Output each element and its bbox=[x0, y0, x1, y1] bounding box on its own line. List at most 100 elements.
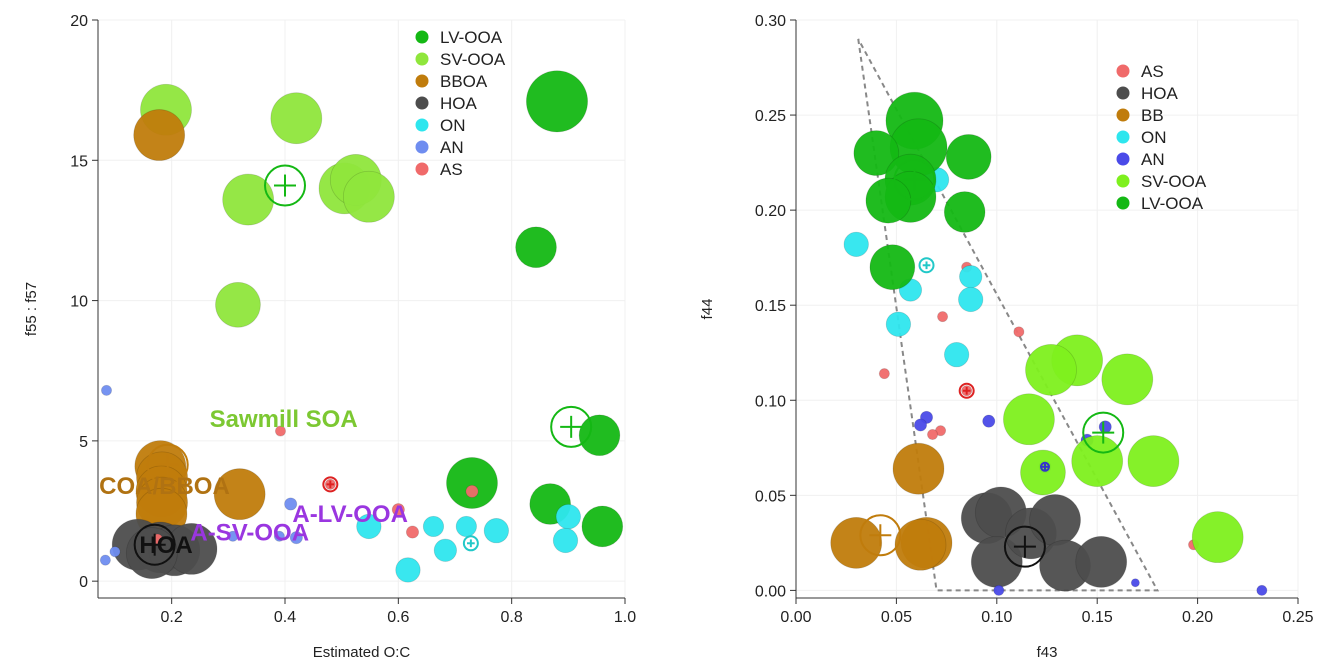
data-point-as bbox=[927, 428, 939, 440]
legend-label: AS bbox=[1141, 62, 1164, 81]
data-point-as bbox=[937, 311, 949, 323]
data-point-lv-ooa bbox=[515, 226, 557, 269]
data-point-hoa bbox=[1029, 494, 1081, 546]
data-point-lv-ooa bbox=[581, 505, 624, 548]
centroid-ring bbox=[322, 476, 339, 493]
x-tick-label: 0.00 bbox=[780, 609, 811, 626]
chart-panel-left: 0.2 0.4 0.6 0.8 1.0 0 5 10 15 20 Estimated O:C f55 … bbox=[23, 13, 636, 661]
legend-marker bbox=[415, 140, 429, 154]
legend: LV-OOA SV-OOA BBOA HOA ON AN AS bbox=[415, 28, 506, 179]
y-tick-label: 0.10 bbox=[755, 393, 786, 410]
data-point-sv-ooa bbox=[1071, 435, 1124, 488]
data-point-on bbox=[433, 538, 457, 562]
legend-label: ON bbox=[440, 116, 466, 135]
x-tick-label: 0.05 bbox=[881, 609, 912, 626]
legend-label: AN bbox=[440, 138, 464, 157]
data-point-an bbox=[1256, 584, 1268, 596]
data-point-sv-ooa bbox=[1191, 511, 1244, 564]
data-point-an bbox=[284, 497, 298, 511]
y-tick-label: 0.25 bbox=[755, 108, 786, 125]
legend-marker bbox=[1116, 174, 1130, 188]
centroid-marker-as bbox=[322, 476, 339, 493]
data-point-an bbox=[913, 418, 928, 432]
data-point-on bbox=[555, 503, 581, 530]
y-tick-label: 10 bbox=[70, 294, 88, 311]
data-point-sv-ooa bbox=[222, 173, 275, 226]
data-point-bb bbox=[894, 518, 947, 571]
centroid-marker-on bbox=[462, 535, 479, 552]
legend-marker bbox=[1116, 108, 1130, 122]
y-tick-label: 0.20 bbox=[755, 203, 786, 220]
centroid-marker-lv-ooa bbox=[893, 158, 936, 201]
data-point-an bbox=[99, 554, 111, 566]
y-tick-label: 0.05 bbox=[755, 488, 786, 505]
data-point-an bbox=[109, 546, 121, 558]
legend-marker bbox=[415, 162, 429, 176]
centroid-marker-hoa bbox=[1003, 525, 1046, 568]
legend-label: SV-OOA bbox=[1141, 172, 1207, 191]
legend-label: AN bbox=[1141, 150, 1165, 169]
legend-label: HOA bbox=[1141, 84, 1179, 103]
legend-label: LV-OOA bbox=[1141, 194, 1204, 213]
x-tick-label: 0.4 bbox=[274, 609, 296, 626]
centroid-marker-as bbox=[958, 382, 975, 399]
data-point-sv-ooa bbox=[342, 170, 395, 223]
annotation-a-lv-ooa: A-LV-OOA bbox=[292, 501, 408, 528]
data-point-sv-ooa bbox=[1003, 393, 1055, 446]
x-tick-label: 0.10 bbox=[981, 609, 1012, 626]
data-point-an bbox=[101, 384, 113, 396]
data-point-bb bbox=[892, 442, 945, 495]
data-point-on bbox=[959, 265, 983, 289]
data-point-sv-ooa bbox=[1025, 343, 1077, 396]
legend-marker bbox=[1116, 86, 1130, 100]
x-axis-label: f43 bbox=[1037, 644, 1058, 661]
y-tick-label: 15 bbox=[70, 153, 88, 170]
data-point-hoa bbox=[1075, 535, 1128, 588]
legend-marker bbox=[415, 118, 429, 132]
centroid-ring bbox=[1082, 411, 1125, 454]
centroid-ring bbox=[1003, 525, 1046, 568]
data-point-sv-ooa bbox=[1127, 435, 1180, 488]
data-point-lv-ooa bbox=[945, 134, 992, 180]
data-point-on bbox=[356, 513, 382, 540]
y-axis-label: f44 bbox=[699, 299, 716, 320]
data-point-an bbox=[289, 531, 303, 545]
legend-label: AS bbox=[440, 160, 463, 179]
data-point-lv-ooa bbox=[446, 457, 498, 509]
centroid-ring bbox=[146, 443, 189, 486]
data-point-an bbox=[982, 414, 996, 428]
legend-marker bbox=[415, 30, 429, 44]
annotation-hoa: HOA bbox=[139, 532, 192, 559]
legend-label: BBOA bbox=[440, 72, 488, 91]
x-tick-label: 0.6 bbox=[387, 609, 409, 626]
legend-marker bbox=[1116, 152, 1130, 166]
legend-label: BB bbox=[1141, 106, 1164, 125]
data-point-sv-ooa bbox=[215, 281, 261, 328]
y-axis-label: f55 : f57 bbox=[23, 282, 40, 336]
data-point-on bbox=[843, 231, 869, 257]
legend-label: ON bbox=[1141, 128, 1167, 147]
legend-marker bbox=[415, 96, 429, 110]
data-point-an bbox=[227, 530, 239, 542]
data-point-on bbox=[552, 527, 579, 554]
data-point-on bbox=[455, 515, 477, 538]
chart-panel-right: 0.00 0.05 0.10 0.15 0.20 0.25 0.00 0.05 0.10 0.15… bbox=[699, 13, 1314, 661]
data-point-lv-ooa bbox=[526, 70, 589, 133]
data-point-on bbox=[885, 311, 912, 337]
data-point-lv-ooa bbox=[578, 414, 621, 457]
y-tick-label: 0.00 bbox=[755, 583, 786, 600]
legend-marker bbox=[415, 74, 429, 88]
data-point-bboa bbox=[133, 109, 186, 161]
legend-marker bbox=[415, 52, 429, 66]
x-tick-label: 1.0 bbox=[614, 609, 636, 626]
data-point-lv-ooa bbox=[943, 191, 986, 233]
x-tick-label: 0.20 bbox=[1182, 609, 1213, 626]
annotation-sawmill-soa: Sawmill SOA bbox=[210, 406, 358, 433]
centroid-ring bbox=[264, 164, 306, 207]
centroid-marker-lv-ooa bbox=[550, 405, 593, 448]
centroid-marker-bboa bbox=[146, 443, 189, 486]
x-axis-label: Estimated O:C bbox=[313, 644, 411, 661]
data-point-an bbox=[1130, 578, 1140, 588]
y-tick-label: 0 bbox=[79, 574, 88, 591]
